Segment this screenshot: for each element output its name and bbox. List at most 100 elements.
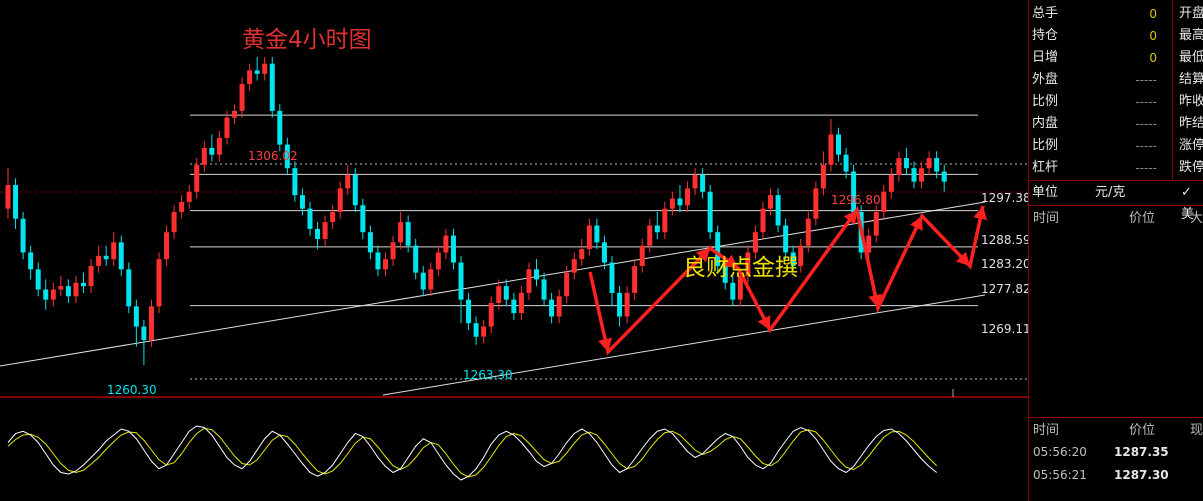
candle-body bbox=[322, 222, 328, 239]
stat-label-right: 最高 bbox=[1179, 28, 1203, 43]
candle-body bbox=[5, 185, 11, 209]
candle bbox=[601, 235, 607, 270]
candle bbox=[398, 212, 404, 250]
candle bbox=[164, 225, 170, 266]
candle-body bbox=[919, 168, 925, 182]
candle bbox=[133, 299, 139, 347]
stat-value: ----- bbox=[1135, 95, 1157, 109]
candle-body bbox=[262, 63, 268, 74]
candle bbox=[179, 195, 185, 219]
tick-row: 05:56:21 1287.30 bbox=[1029, 464, 1203, 486]
stochastic-d-line bbox=[7, 427, 938, 478]
stat-label-right: 跌停 bbox=[1179, 160, 1203, 175]
candle-body bbox=[284, 144, 290, 169]
candle bbox=[443, 228, 449, 260]
tick-time: 05:56:21 bbox=[1033, 468, 1087, 482]
candle bbox=[148, 299, 154, 347]
candle-body bbox=[549, 299, 555, 317]
stat-row: 比例 ----- 涨停 bbox=[1029, 135, 1203, 157]
candle-body bbox=[662, 208, 668, 233]
candle bbox=[549, 292, 555, 324]
candle-body bbox=[390, 242, 396, 260]
candle-body bbox=[171, 212, 177, 233]
candle bbox=[186, 185, 192, 209]
candle-body bbox=[473, 323, 479, 337]
candle-body bbox=[730, 282, 736, 300]
candle-body bbox=[677, 198, 683, 206]
candle bbox=[466, 292, 472, 330]
stat-label-right: 昨结 bbox=[1179, 116, 1203, 131]
candle bbox=[677, 185, 683, 212]
candle bbox=[277, 104, 283, 152]
candle-body bbox=[13, 185, 19, 219]
watermark-text: 良财点金撰 bbox=[683, 255, 798, 281]
candle bbox=[632, 259, 638, 300]
candle-body bbox=[609, 262, 615, 293]
candle bbox=[775, 188, 781, 233]
candle bbox=[307, 201, 313, 236]
candle bbox=[564, 265, 570, 303]
candle bbox=[481, 319, 487, 344]
candle-body bbox=[179, 201, 185, 212]
candle-body bbox=[330, 212, 336, 223]
candle bbox=[700, 168, 706, 199]
candle-body bbox=[896, 158, 902, 175]
candle bbox=[209, 134, 215, 162]
stat-value: ----- bbox=[1135, 139, 1157, 153]
stat-label-right: 涨停 bbox=[1179, 138, 1203, 153]
price-chart-svg[interactable] bbox=[0, 0, 1028, 501]
header-extra: 大 bbox=[1190, 211, 1203, 226]
level-label-2: 1288.59 bbox=[981, 233, 1031, 247]
candle-body bbox=[367, 232, 373, 253]
low-left-annotation: 1260.30 bbox=[107, 383, 157, 397]
stat-row: 总手 0 开盘 bbox=[1029, 3, 1203, 25]
candle bbox=[13, 178, 19, 229]
candle-body bbox=[232, 110, 237, 118]
arrow-head bbox=[910, 216, 923, 231]
chart-area[interactable]: 黄金4小时图 良财点金撰 1306.02 1260.30 1263.30 129… bbox=[0, 0, 1031, 501]
stat-label: 杠杆 bbox=[1032, 160, 1059, 175]
stat-label: 日增 bbox=[1032, 50, 1059, 65]
candle-body bbox=[133, 306, 139, 327]
candle bbox=[450, 228, 456, 270]
candle bbox=[352, 168, 358, 212]
candle bbox=[254, 56, 260, 81]
candle-body bbox=[458, 262, 464, 300]
candle bbox=[239, 77, 245, 118]
candle bbox=[768, 188, 774, 216]
candle-body bbox=[43, 289, 49, 300]
candle bbox=[488, 296, 494, 334]
candle bbox=[88, 259, 94, 293]
stat-label-right: 昨收 bbox=[1179, 94, 1203, 109]
candle-body bbox=[518, 292, 524, 314]
candle bbox=[73, 276, 79, 303]
stat-label: 比例 bbox=[1032, 94, 1059, 109]
candle-body bbox=[783, 225, 789, 253]
candle-body bbox=[926, 158, 932, 169]
candle-body bbox=[398, 222, 404, 243]
candle bbox=[820, 151, 826, 196]
candle-body bbox=[941, 171, 947, 182]
candle-body bbox=[126, 269, 132, 307]
candle bbox=[496, 279, 502, 310]
candle-body bbox=[216, 137, 222, 155]
candle bbox=[798, 238, 804, 273]
candle-body bbox=[722, 265, 728, 283]
candle bbox=[299, 188, 305, 216]
header-price: 价位 bbox=[1129, 423, 1156, 438]
panel-separator bbox=[1029, 205, 1203, 206]
candle-body bbox=[624, 292, 630, 317]
candle-body bbox=[654, 225, 660, 233]
currency-toggle[interactable]: ✓ 美 bbox=[1181, 185, 1195, 222]
candle bbox=[790, 245, 796, 273]
candle bbox=[896, 151, 902, 182]
candle bbox=[35, 262, 41, 297]
candle bbox=[284, 137, 290, 175]
candle-body bbox=[194, 164, 200, 192]
candle-body bbox=[700, 174, 706, 192]
candle-body bbox=[209, 147, 215, 155]
level-label-4: 1277.82 bbox=[981, 282, 1031, 296]
candle bbox=[262, 56, 268, 81]
candle bbox=[65, 279, 71, 303]
candle-body bbox=[450, 235, 456, 263]
